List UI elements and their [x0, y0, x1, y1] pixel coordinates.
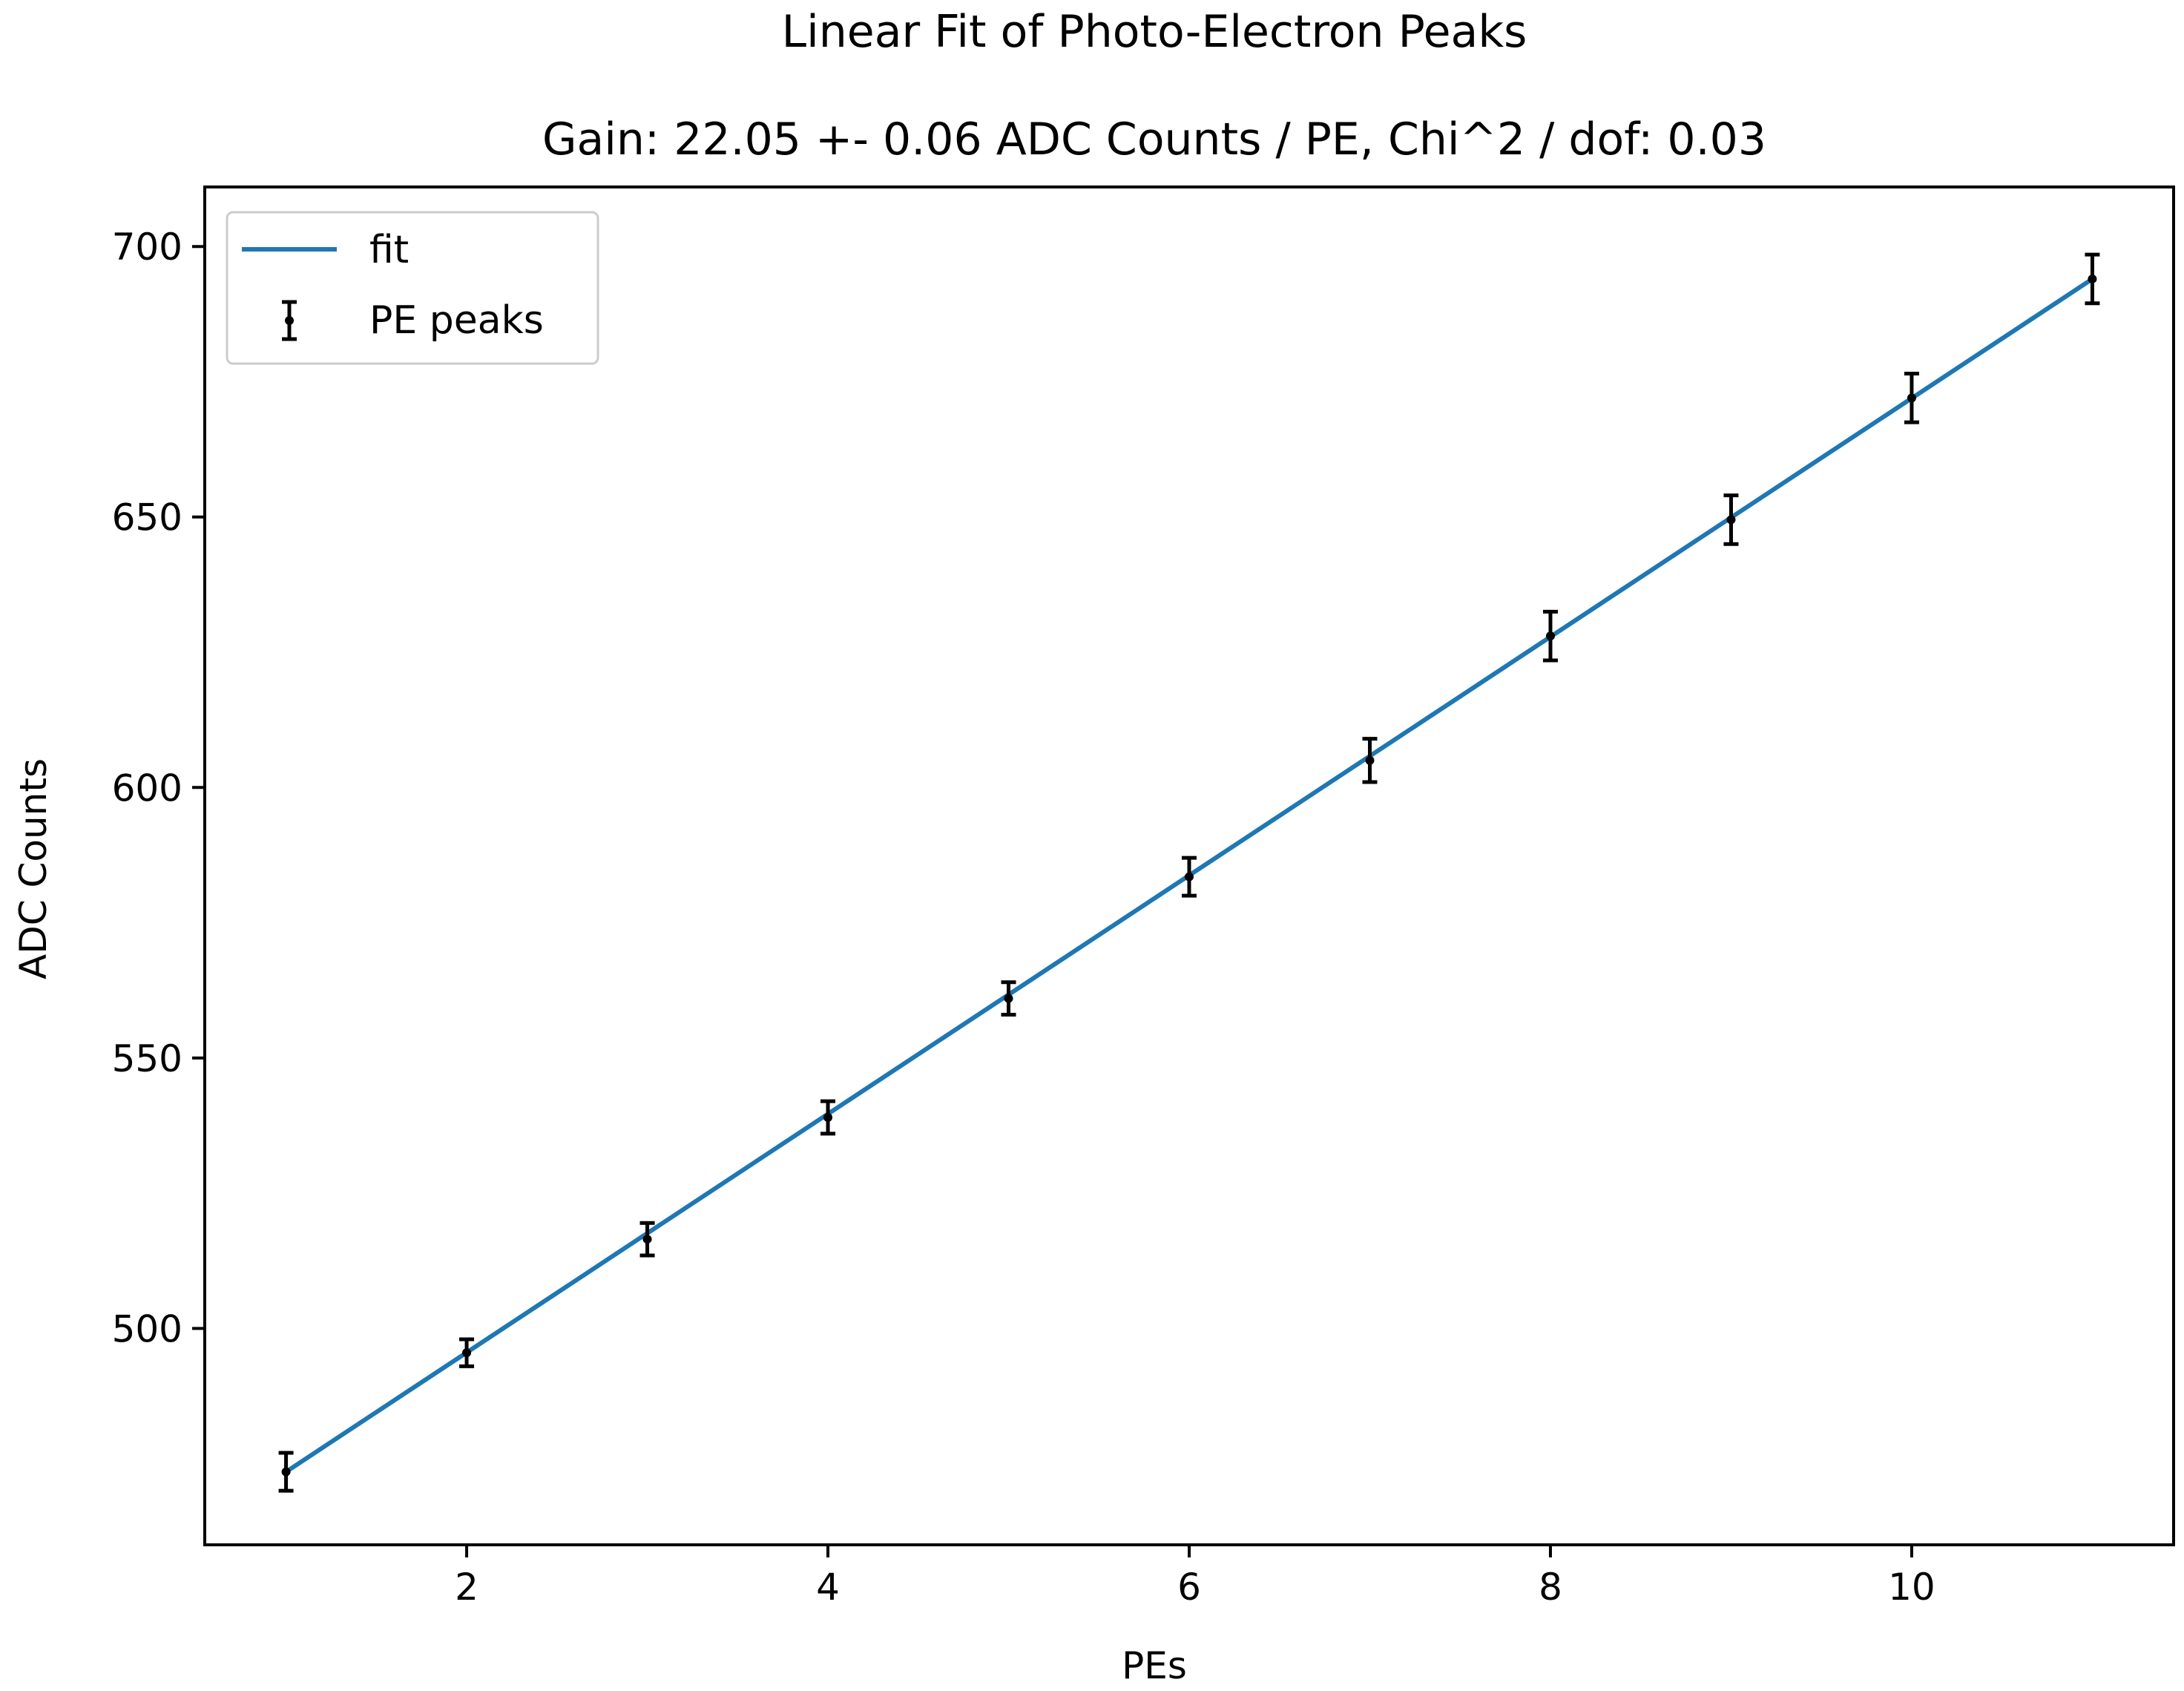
pe-peak-point-7 — [1362, 737, 1378, 784]
chart-title: Linear Fit of Photo-Electron Peaks — [782, 6, 1527, 58]
legend-pe-peaks-swatch — [282, 300, 297, 341]
pe-peak-point-1 — [278, 1451, 294, 1493]
pe-peak-marker — [1907, 393, 1916, 403]
y-axis-ticks: 500 550 600 650 700 — [112, 226, 205, 1350]
pe-peak-point-6 — [1182, 856, 1197, 898]
x-tick-label: 6 — [1177, 1566, 1201, 1609]
pe-peak-marker — [281, 1467, 291, 1477]
pe-peak-point-2 — [459, 1337, 475, 1368]
y-axis-label: ADC Counts — [12, 758, 55, 979]
y-tick-label: 650 — [112, 496, 182, 539]
x-tick-label: 8 — [1539, 1566, 1562, 1609]
pe-peak-marker — [1726, 515, 1736, 525]
pe-peak-point-5 — [1001, 980, 1016, 1017]
legend: fit PE peaks — [226, 211, 599, 365]
pe-peak-marker — [462, 1348, 472, 1358]
x-tick-label: 2 — [455, 1566, 478, 1609]
pe-peak-marker — [1185, 872, 1194, 881]
pe-peak-point-11 — [2085, 252, 2100, 306]
pe-peak-marker — [1545, 631, 1555, 641]
pe-peak-marker — [1365, 755, 1375, 765]
pe-peak-point-10 — [1904, 372, 1919, 424]
pe-peak-marker — [1004, 994, 1013, 1003]
x-tick-label: 4 — [816, 1566, 840, 1609]
pe-peak-point-9 — [1723, 493, 1739, 546]
chart-subtitle: Gain: 22.05 +- 0.06 ADC Counts / PE, Chi… — [542, 114, 1766, 165]
pe-peak-marker — [642, 1235, 652, 1244]
legend-fit-label: fit — [369, 228, 409, 272]
x-axis-ticks: 2 4 6 8 10 — [455, 1545, 1935, 1609]
pe-peak-marker — [2088, 274, 2097, 283]
y-tick-label: 550 — [112, 1037, 182, 1080]
y-tick-label: 700 — [112, 226, 182, 269]
pe-peak-point-3 — [639, 1221, 655, 1258]
y-tick-label: 600 — [112, 766, 182, 810]
pe-peak-point-4 — [820, 1099, 836, 1136]
x-tick-label: 10 — [1888, 1566, 1935, 1609]
x-axis-label: PEs — [1122, 1644, 1187, 1687]
y-tick-label: 500 — [112, 1307, 182, 1350]
pe-peak-point-8 — [1542, 609, 1558, 663]
pe-peak-marker — [823, 1113, 833, 1123]
legend-pe-peaks-label: PE peaks — [369, 298, 544, 343]
